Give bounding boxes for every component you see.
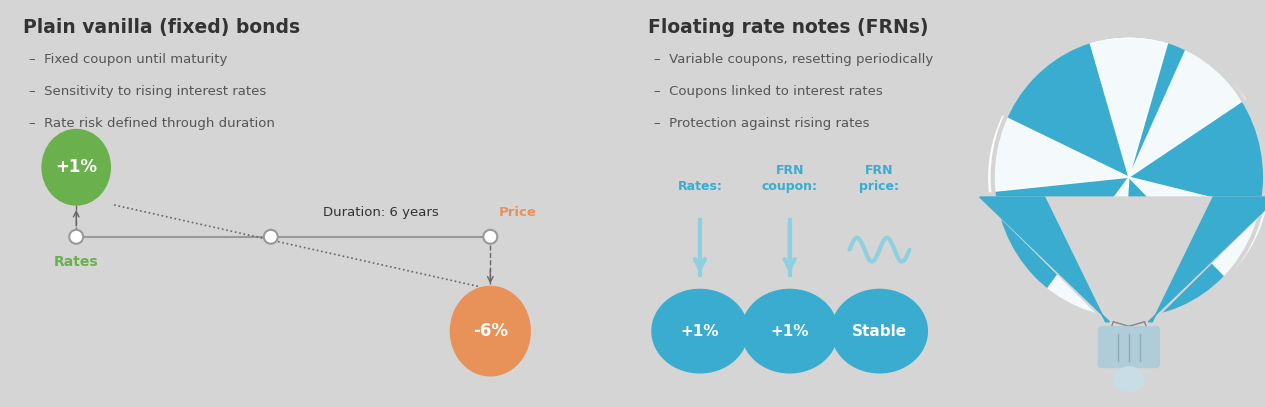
Wedge shape — [989, 116, 1129, 192]
Text: –  Fixed coupon until maturity: – Fixed coupon until maturity — [29, 53, 228, 66]
Text: –  Protection against rising rates: – Protection against rising rates — [655, 116, 870, 129]
Ellipse shape — [652, 289, 748, 373]
Text: –  Sensitivity to rising interest rates: – Sensitivity to rising interest rates — [29, 85, 267, 98]
Text: –  Rate risk defined through duration: – Rate risk defined through duration — [29, 116, 275, 129]
Circle shape — [484, 230, 498, 244]
Text: Price: Price — [499, 206, 537, 219]
Wedge shape — [1129, 50, 1244, 177]
Wedge shape — [1047, 177, 1129, 316]
Wedge shape — [1129, 177, 1265, 278]
Ellipse shape — [993, 35, 1265, 319]
Ellipse shape — [832, 289, 928, 373]
Text: +1%: +1% — [681, 324, 719, 339]
Polygon shape — [980, 197, 1109, 322]
Polygon shape — [980, 197, 1266, 322]
Ellipse shape — [742, 289, 838, 373]
Text: FRN
coupon:: FRN coupon: — [762, 164, 818, 193]
Ellipse shape — [1114, 367, 1144, 392]
Polygon shape — [1148, 197, 1266, 322]
Text: +1%: +1% — [56, 158, 97, 176]
Text: +1%: +1% — [771, 324, 809, 339]
Text: Rates:: Rates: — [677, 180, 723, 193]
Text: Floating rate notes (FRNs): Floating rate notes (FRNs) — [648, 18, 928, 37]
Text: Stable: Stable — [852, 324, 906, 339]
Wedge shape — [1090, 38, 1167, 177]
Text: -6%: -6% — [472, 322, 508, 340]
FancyBboxPatch shape — [1099, 327, 1160, 368]
Ellipse shape — [42, 129, 110, 205]
Text: Duration: 6 years: Duration: 6 years — [323, 206, 438, 219]
Text: –  Coupons linked to interest rates: – Coupons linked to interest rates — [655, 85, 882, 98]
Ellipse shape — [451, 287, 530, 376]
Text: Plain vanilla (fixed) bonds: Plain vanilla (fixed) bonds — [23, 18, 300, 37]
Text: FRN
price:: FRN price: — [860, 164, 899, 193]
Text: Rates: Rates — [54, 255, 99, 269]
Circle shape — [263, 230, 277, 244]
Circle shape — [70, 230, 84, 244]
Text: –  Variable coupons, resetting periodically: – Variable coupons, resetting periodical… — [655, 53, 933, 66]
